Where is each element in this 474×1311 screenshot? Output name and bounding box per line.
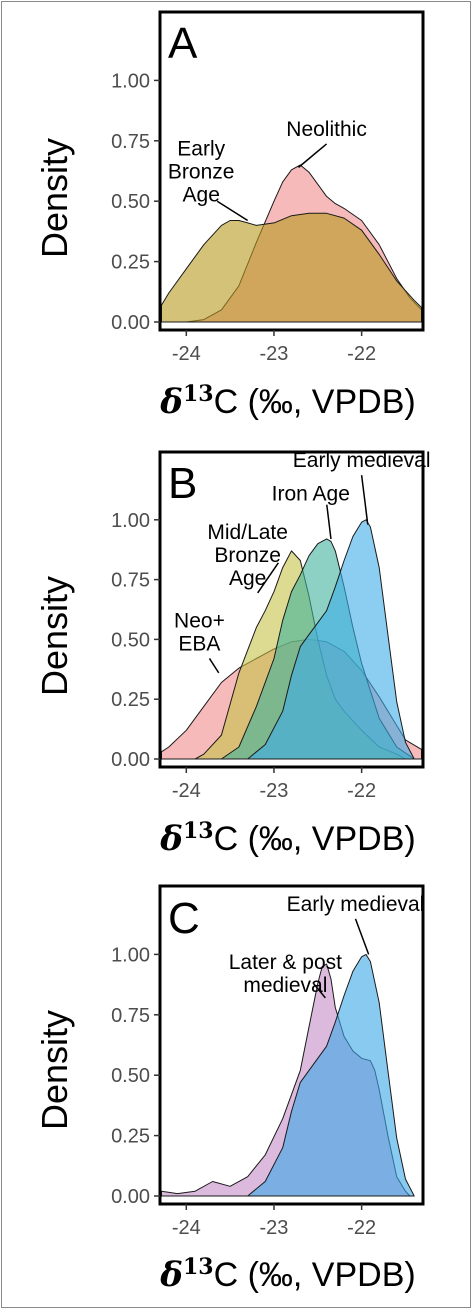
panel-a-annotation-leader xyxy=(298,143,328,168)
panel-c-series-early-medieval xyxy=(247,953,415,1197)
panel-b-x-axis-label: δ13C (‰, VPDB) xyxy=(159,818,415,859)
panel-b-y-tick-label: 0.00 xyxy=(111,749,150,771)
panel-a-y-tick-label: 1.00 xyxy=(111,70,150,92)
panel-b-annotation-leader xyxy=(360,475,369,525)
panel-b-ticks: 0.00 0.25 0.50 0.75 1.00 -24 -23 -22 xyxy=(111,510,376,802)
panel-a-x-tick-label: -22 xyxy=(347,343,376,365)
panel-b-border xyxy=(158,450,425,769)
panel-b-annotation-early-medieval: Early medieval xyxy=(293,449,431,472)
panel-a-annotations: Neolithic Early Bronze Age xyxy=(168,118,367,222)
panel-c-series xyxy=(161,953,415,1197)
panel-a-series-early-bronze-age xyxy=(161,212,422,323)
panel-a-annotation-leader xyxy=(216,200,249,222)
panel-a-x-tick-label: -23 xyxy=(260,343,289,365)
panel-a-x-tick-label: -24 xyxy=(172,343,201,365)
panel-b: B 0.00 0.25 0.50 0.75 1.00 -24 -23 -22 Early me… xyxy=(34,449,431,859)
panel-a-y-axis-label: Density xyxy=(34,138,75,258)
panel-c-x-tick-label: -24 xyxy=(172,1217,201,1239)
panel-a-y-tick-label: 0.50 xyxy=(111,191,150,213)
panel-b-y-tick-label: 0.25 xyxy=(111,689,150,711)
panel-b-y-tick-label: 0.75 xyxy=(111,570,150,592)
panel-b-x-tick-label: -23 xyxy=(260,780,289,802)
panel-c-annotation-leader xyxy=(354,918,370,955)
panel-c-annotation-later-post-medieval: Later & post medieval xyxy=(229,951,342,997)
panel-c-y-tick-label: 0.00 xyxy=(111,1186,150,1208)
panel-b-series-early-medieval xyxy=(247,519,415,760)
panel-c-y-tick-label: 1.00 xyxy=(111,944,150,966)
panel-b-annotation-leader xyxy=(208,658,220,674)
panel-b-annotation-mid-late-bronze-age: Mid/Late Bronze Age xyxy=(207,521,288,590)
panel-a-ticks: 0.00 0.25 0.50 0.75 1.00 -24 -23 -22 xyxy=(111,70,376,365)
panel-b-annotations: Early medieval Iron Age Mid/Late Bronze Age N… xyxy=(174,449,431,674)
panel-c-annotation-early-medieval: Early medieval xyxy=(287,893,425,916)
panel-c-border xyxy=(158,884,425,1206)
panel-c-x-tick-label: -23 xyxy=(260,1217,289,1239)
panel-c-ticks: 0.00 0.25 0.50 0.75 1.00 -24 -23 -22 xyxy=(111,944,376,1239)
panel-a-annotation-early-bronze-age: Early Bronze Age xyxy=(168,137,235,206)
panel-a-y-tick-label: 0.00 xyxy=(111,312,150,334)
panel-c-y-tick-label: 0.25 xyxy=(111,1126,150,1148)
panel-b-y-axis-label: Density xyxy=(34,576,75,696)
panel-b-y-tick-label: 0.50 xyxy=(111,629,150,651)
panel-b-annotation-leader xyxy=(326,504,332,540)
panel-c-annotation-leader xyxy=(312,982,326,999)
panel-b-y-tick-label: 1.00 xyxy=(111,510,150,532)
panel-b-letter: B xyxy=(168,459,197,508)
panel-a-border xyxy=(158,10,425,332)
panel-c-x-tick-label: -22 xyxy=(347,1217,376,1239)
panel-c-letter: C xyxy=(168,894,200,943)
panel-a-annotation-neolithic: Neolithic xyxy=(286,118,367,141)
panel-c-y-axis-label: Density xyxy=(34,1010,75,1130)
panel-b-annotation-iron-age: Iron Age xyxy=(272,483,350,506)
panel-a: A 0.00 0.25 0.50 0.75 1.00 -24 -23 -22 Neolithi… xyxy=(34,10,425,422)
panel-a-letter: A xyxy=(168,19,198,68)
panel-a-x-axis-label: δ13C (‰, VPDB) xyxy=(159,381,415,422)
panel-a-y-tick-label: 0.75 xyxy=(111,131,150,153)
panel-c: C 0.00 0.25 0.50 0.75 1.00 -24 -23 -22 Early me… xyxy=(34,884,425,1295)
panel-b-x-tick-label: -22 xyxy=(347,780,376,802)
panel-c-x-axis-label: δ13C (‰, VPDB) xyxy=(159,1254,415,1295)
panel-b-annotation-neo-eba: Neo+ EBA xyxy=(174,609,225,655)
panel-c-annotations: Early medieval Later & post medieval xyxy=(229,893,425,999)
panel-a-series xyxy=(161,164,422,323)
panel-c-y-tick-label: 0.50 xyxy=(111,1065,150,1087)
panel-b-x-tick-label: -24 xyxy=(172,780,201,802)
panel-b-series xyxy=(161,519,422,760)
panel-b-annotation-leader xyxy=(257,562,279,594)
panel-c-y-tick-label: 0.75 xyxy=(111,1005,150,1027)
panel-a-y-tick-label: 0.25 xyxy=(111,252,150,274)
